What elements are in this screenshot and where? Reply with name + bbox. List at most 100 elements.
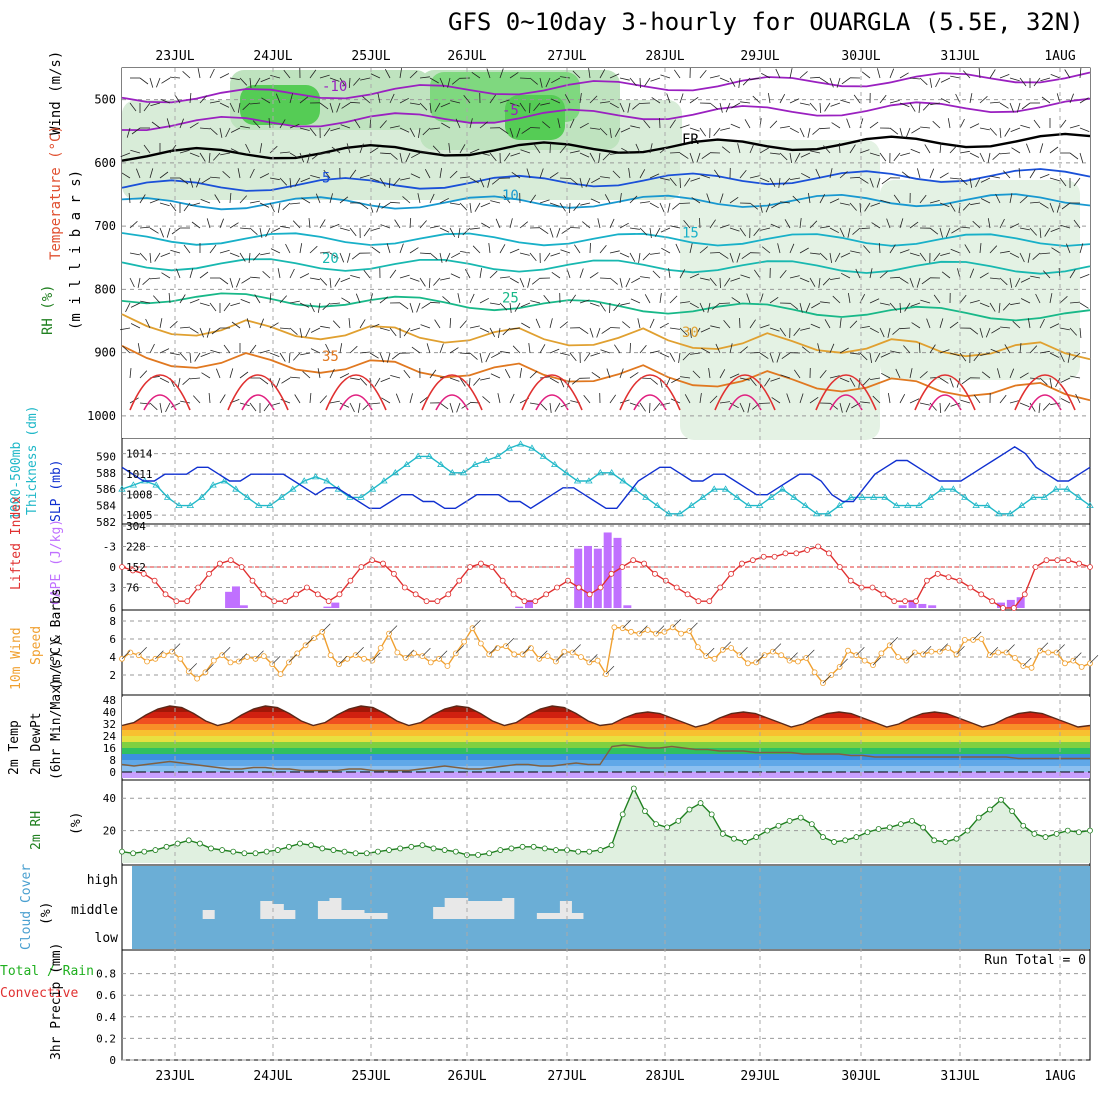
wind-speed-line-point: [811, 669, 818, 676]
wind-barb: [1070, 375, 1081, 379]
wind-barb: [987, 218, 991, 229]
wind-barb: [319, 277, 328, 286]
wind-speed-line-point: [928, 648, 935, 655]
wind-barb: [639, 345, 647, 354]
lifted-index-line-point: [119, 564, 125, 570]
wind-barb: [509, 277, 519, 284]
wind-barb: [1049, 146, 1059, 154]
cloud-label: (%): [39, 902, 54, 925]
wind-barb: [359, 319, 366, 329]
wind-barb: [411, 152, 421, 159]
wind-barb: [122, 345, 131, 354]
wind-barb: [749, 202, 759, 210]
wind-barb: [279, 352, 286, 362]
thickness-line-point: [186, 501, 195, 508]
wind-barb: [917, 168, 921, 179]
wind-speed-line-point: [995, 649, 1002, 656]
wind-barb: [149, 402, 158, 411]
wind-barb: [429, 193, 435, 204]
wind-tick-label: 6: [109, 633, 116, 646]
wind-barb: [809, 76, 821, 79]
wind-barb: [177, 377, 181, 388]
wind-barb: [220, 152, 231, 156]
wind-barb: [329, 77, 340, 82]
thickness-line-point: [756, 501, 764, 508]
wind-barb: [829, 77, 834, 88]
cape-tick-label: 228: [126, 541, 146, 554]
wind-barb: [371, 246, 381, 254]
lifted-index-line-point: [717, 584, 724, 591]
wind-barb: [969, 93, 973, 104]
precip-tick-label: 0: [109, 1054, 116, 1067]
wind-barb: [1019, 402, 1030, 408]
cape-label: CAPE (J/kg): [49, 519, 64, 605]
cape-bar: [323, 606, 332, 608]
lifted-index-line-point: [206, 570, 212, 577]
wind-barb: [206, 218, 211, 229]
wind-speed-line-point: [477, 640, 484, 647]
wind-barb: [1049, 177, 1060, 182]
wind-barb: [775, 68, 781, 79]
rh-line: [121, 786, 1091, 856]
cloud-bar: [340, 910, 353, 919]
wind-barb: [905, 127, 911, 138]
wind-barb: [409, 102, 420, 105]
cape-bar: [613, 537, 622, 608]
wind-barb: [559, 145, 567, 154]
lifted-index-line-point: [456, 577, 463, 584]
wind-barb: [972, 220, 981, 229]
wind-barb: [888, 393, 891, 404]
wind-barb: [1039, 202, 1049, 209]
cape-bar: [603, 532, 612, 608]
wind-barb: [839, 171, 848, 179]
wind-barb: [449, 402, 454, 413]
lifted-index-line-point: [586, 591, 593, 598]
wind-barb: [165, 402, 171, 413]
date-label-top: 26JUL: [447, 49, 486, 64]
thickness-line-point: [847, 493, 855, 500]
wind-barb: [729, 343, 733, 354]
thickness-line-point: [198, 493, 206, 500]
wind-barb: [330, 127, 341, 132]
rh-line-point: [352, 850, 359, 857]
lifted-index-line-point: [923, 577, 930, 584]
rh-line-point: [619, 811, 626, 818]
wind-barb: [817, 343, 821, 354]
wind-barb: [879, 94, 887, 104]
cape-bar: [231, 586, 240, 608]
wind-barb: [929, 344, 936, 354]
wind-barb: [667, 202, 671, 213]
wind-barb: [822, 674, 832, 684]
wind-barb: [679, 327, 688, 336]
wind-barb: [229, 77, 240, 81]
wind-barb: [129, 252, 140, 256]
wind-barb: [939, 227, 943, 238]
wind-speed-line-point: [861, 657, 868, 664]
lifted-index-line-point: [434, 598, 441, 605]
lifted-index-line-point: [902, 598, 909, 605]
wind-barb: [940, 252, 951, 256]
wind-barb: [285, 243, 291, 254]
wind-barb: [399, 274, 410, 279]
wind-barb: [777, 243, 781, 254]
wind-barb: [450, 100, 461, 104]
wind-barb: [839, 227, 845, 238]
wind-barb: [770, 223, 781, 229]
wind-barb: [399, 68, 402, 79]
date-label-bottom: 29JUL: [740, 1069, 779, 1084]
wind-barb: [509, 127, 514, 138]
thickness-line-point: [699, 493, 707, 500]
wind-barb: [769, 327, 780, 332]
li-tick-label: -3: [103, 541, 116, 554]
wind-barb: [999, 102, 1009, 109]
wind-barb: [299, 243, 303, 254]
rh-line-point: [842, 837, 849, 844]
rh-line-point: [553, 847, 559, 853]
wind-barb: [456, 402, 461, 413]
thickness-line-point: [767, 493, 775, 500]
temp-tick-label: 8: [109, 754, 116, 767]
wind-barb: [790, 177, 801, 180]
wind-barb: [1004, 344, 1011, 354]
wind-barb: [261, 97, 271, 104]
wind-barb: [417, 193, 421, 204]
